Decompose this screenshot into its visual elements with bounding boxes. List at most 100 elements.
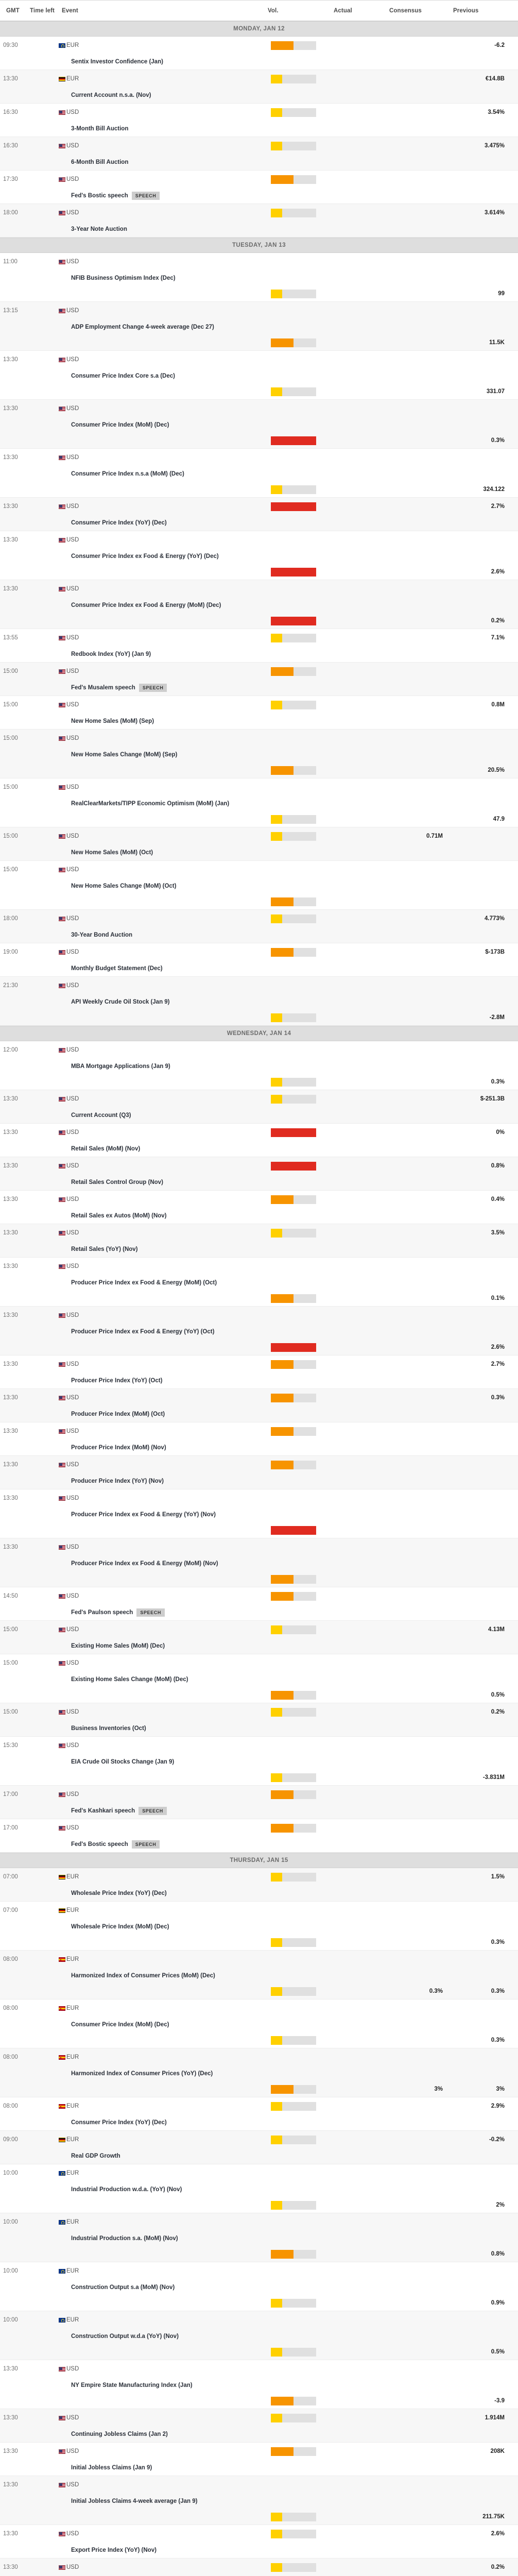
event-name-cell[interactable]: Producer Price Index (MoM) (Nov) <box>59 1445 271 1451</box>
currency-cell[interactable]: USD <box>59 1462 79 1468</box>
calendar-event-row[interactable]: 09:30 EUR -6.2 Sentix Investor Confidence (… <box>0 37 518 70</box>
calendar-event-row[interactable]: 13:30 USD Producer Price Index (YoY) (Nov) <box>0 1456 518 1489</box>
calendar-event-row[interactable]: 13:30 USD Producer Price Index (MoM) (Nov) <box>0 1422 518 1456</box>
calendar-event-row[interactable]: 14:50 USD Fed's Paulson speech SPEECH <box>0 1587 518 1621</box>
calendar-event-row[interactable]: 19:00 USD $-173B Monthly Budget Statement (… <box>0 943 518 977</box>
calendar-event-row[interactable]: 08:00 EUR Harmonized Index of Consumer Pri… <box>0 2048 518 2097</box>
currency-cell[interactable]: USD <box>59 668 79 674</box>
event-name-cell[interactable]: New Home Sales (MoM) (Oct) <box>59 850 271 856</box>
currency-cell[interactable]: USD <box>59 1163 79 1169</box>
calendar-event-row[interactable]: 13:30 USD 2.7% Consumer Price Index (YoY) (… <box>0 498 518 531</box>
event-name-cell[interactable]: ADP Employment Change 4-week average (De… <box>59 324 271 330</box>
currency-cell[interactable]: EUR <box>59 2170 79 2176</box>
calendar-event-row[interactable]: 13:30 USD Initial Jobless Claims 4-week av… <box>0 2476 518 2525</box>
currency-cell[interactable]: USD <box>59 1593 79 1599</box>
event-name-cell[interactable]: Consumer Price Index (MoM) (Dec) <box>59 422 271 428</box>
event-name-cell[interactable]: Retail Sales (YoY) (Nov) <box>59 1246 271 1252</box>
currency-cell[interactable]: USD <box>59 1395 79 1401</box>
calendar-event-row[interactable]: 15:00 USD 0.2% Business Inventories (Oct) <box>0 1703 518 1737</box>
calendar-event-row[interactable]: 17:30 USD Fed's Bostic speech SPEECH <box>0 171 518 204</box>
event-name-cell[interactable]: Construction Output s.a (MoM) (Nov) <box>59 2284 271 2291</box>
currency-cell[interactable]: USD <box>59 1544 79 1550</box>
currency-cell[interactable]: USD <box>59 1361 79 1367</box>
event-name-cell[interactable]: Consumer Price Index ex Food & Energy (Y… <box>59 553 271 560</box>
calendar-event-row[interactable]: 18:00 USD 4.773% 30-Year Bond Auction <box>0 910 518 943</box>
event-name-cell[interactable]: Consumer Price Index ex Food & Energy (M… <box>59 602 271 608</box>
calendar-event-row[interactable]: 13:30 USD Consumer Price Index n.s.a (MoM)… <box>0 449 518 498</box>
calendar-event-row[interactable]: 15:00 USD 0.71M New Home Sales (MoM) (Oct) <box>0 827 518 861</box>
currency-cell[interactable]: USD <box>59 1230 79 1236</box>
currency-cell[interactable]: USD <box>59 1047 79 1053</box>
column-header-gmt[interactable]: GMT <box>6 7 20 14</box>
calendar-event-row[interactable]: 13:30 USD Consumer Price Index (MoM) (Dec)… <box>0 400 518 449</box>
calendar-event-row[interactable]: 17:00 USD Fed's Bostic speech SPEECH <box>0 1819 518 1853</box>
event-name-cell[interactable]: New Home Sales Change (MoM) (Oct) <box>59 883 271 889</box>
calendar-event-row[interactable]: 13:30 USD Producer Price Index ex Food & E… <box>0 1258 518 1307</box>
calendar-event-row[interactable]: 15:00 USD 4.13M Existing Home Sales (MoM) (… <box>0 1621 518 1654</box>
calendar-event-row[interactable]: 18:00 USD 3.614% 3-Year Note Auction <box>0 204 518 238</box>
event-name-cell[interactable]: New Home Sales (MoM) (Sep) <box>59 718 271 724</box>
currency-cell[interactable]: USD <box>59 702 79 708</box>
currency-cell[interactable]: USD <box>59 1495 79 1501</box>
event-name-cell[interactable]: EIA Crude Oil Stocks Change (Jan 9) <box>59 1759 271 1765</box>
currency-cell[interactable]: USD <box>59 1791 79 1798</box>
column-header-vol[interactable]: Vol. <box>268 7 279 14</box>
currency-cell[interactable]: USD <box>59 454 79 461</box>
currency-cell[interactable]: EUR <box>59 2268 79 2274</box>
currency-cell[interactable]: EUR <box>59 2219 79 2225</box>
calendar-event-row[interactable]: 08:00 EUR Harmonized Index of Consumer Pri… <box>0 1951 518 1999</box>
currency-cell[interactable]: USD <box>59 1263 79 1269</box>
currency-cell[interactable]: USD <box>59 1428 79 1434</box>
event-name-cell[interactable]: Fed's Kashkari speech SPEECH <box>59 1807 271 1815</box>
event-name-cell[interactable]: Fed's Paulson speech SPEECH <box>59 1608 271 1617</box>
calendar-event-row[interactable]: 15:00 USD Existing Home Sales Change (MoM)… <box>0 1654 518 1703</box>
event-name-cell[interactable]: 3-Month Bill Auction <box>59 126 271 132</box>
event-name-cell[interactable]: Wholesale Price Index (MoM) (Dec) <box>59 1924 271 1930</box>
currency-cell[interactable]: USD <box>59 1709 79 1715</box>
event-name-cell[interactable]: Producer Price Index ex Food & Energy (Y… <box>59 1512 271 1518</box>
currency-cell[interactable]: EUR <box>59 1907 79 1913</box>
currency-cell[interactable]: USD <box>59 503 79 510</box>
event-name-cell[interactable]: Business Inventories (Oct) <box>59 1725 271 1732</box>
calendar-event-row[interactable]: 13:30 USD 3.5% Retail Sales (YoY) (Nov) <box>0 1224 518 1258</box>
currency-cell[interactable]: USD <box>59 357 79 363</box>
currency-cell[interactable]: USD <box>59 405 79 412</box>
event-name-cell[interactable]: Harmonized Index of Consumer Prices (MoM… <box>59 1973 271 1979</box>
calendar-event-row[interactable]: 13:30 USD 0% Retail Sales (MoM) (Nov) <box>0 1124 518 1157</box>
currency-cell[interactable]: USD <box>59 635 79 641</box>
currency-cell[interactable]: EUR <box>59 1874 79 1880</box>
event-name-cell[interactable]: Retail Sales Control Group (Nov) <box>59 1179 271 1185</box>
currency-cell[interactable]: USD <box>59 259 79 265</box>
calendar-event-row[interactable]: 10:00 EUR Construction Output s.a (MoM) (N… <box>0 2262 518 2311</box>
currency-cell[interactable]: EUR <box>59 76 79 82</box>
calendar-event-row[interactable]: 16:30 USD 3.475% 6-Month Bill Auction <box>0 137 518 171</box>
calendar-event-row[interactable]: 07:00 EUR Wholesale Price Index (MoM) (Dec… <box>0 1902 518 1951</box>
calendar-event-row[interactable]: 13:15 USD ADP Employment Change 4-week ave… <box>0 302 518 351</box>
currency-cell[interactable]: USD <box>59 109 79 115</box>
calendar-event-row[interactable]: 13:30 USD Consumer Price Index ex Food & E… <box>0 580 518 629</box>
currency-cell[interactable]: USD <box>59 1825 79 1831</box>
currency-cell[interactable]: USD <box>59 143 79 149</box>
currency-cell[interactable]: USD <box>59 308 79 314</box>
calendar-event-row[interactable]: 09:00 EUR -0.2% Real GDP Growth <box>0 2131 518 2164</box>
event-name-cell[interactable]: Sentix Investor Confidence (Jan) <box>59 59 271 65</box>
calendar-event-row[interactable]: 21:30 USD API Weekly Crude Oil Stock (Jan … <box>0 977 518 1026</box>
event-name-cell[interactable]: 30-Year Bond Auction <box>59 932 271 938</box>
event-name-cell[interactable]: Fed's Bostic speech SPEECH <box>59 1840 271 1849</box>
column-header-event[interactable]: Event <box>62 7 78 14</box>
event-name-cell[interactable]: Producer Price Index ex Food & Energy (Y… <box>59 1329 271 1335</box>
event-name-cell[interactable]: Consumer Price Index n.s.a (MoM) (Dec) <box>59 471 271 477</box>
event-name-cell[interactable]: API Weekly Crude Oil Stock (Jan 9) <box>59 999 271 1005</box>
currency-cell[interactable]: USD <box>59 1196 79 1202</box>
event-name-cell[interactable]: Producer Price Index ex Food & Energy (M… <box>59 1561 271 1567</box>
currency-cell[interactable]: USD <box>59 210 79 216</box>
event-name-cell[interactable]: Real GDP Growth <box>59 2153 271 2159</box>
event-name-cell[interactable]: Consumer Price Index (YoY) (Dec) <box>59 2120 271 2126</box>
currency-cell[interactable]: USD <box>59 1129 79 1136</box>
event-name-cell[interactable]: Construction Output w.d.a (YoY) (Nov) <box>59 2333 271 2340</box>
calendar-event-row[interactable]: 13:30 USD 1.914M Continuing Jobless Claims … <box>0 2409 518 2443</box>
event-name-cell[interactable]: Initial Jobless Claims (Jan 9) <box>59 2465 271 2471</box>
currency-cell[interactable]: USD <box>59 784 79 790</box>
calendar-event-row[interactable]: 13:30 USD Producer Price Index ex Food & E… <box>0 1307 518 1355</box>
